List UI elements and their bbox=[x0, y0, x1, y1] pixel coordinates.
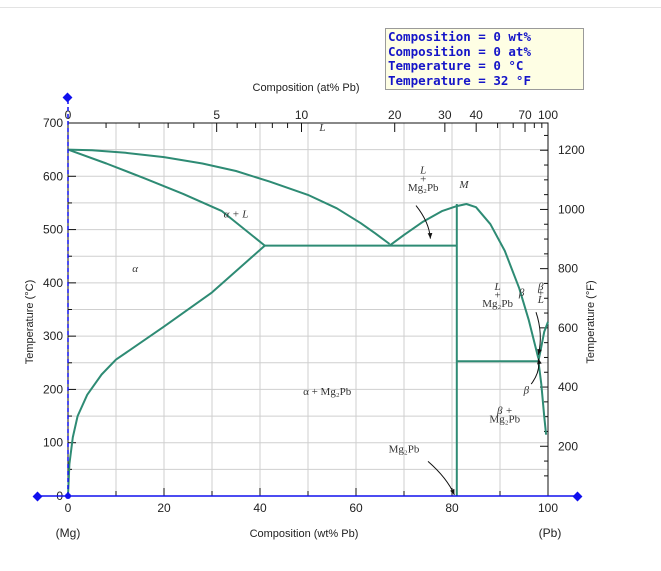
right-tick-label: 1000 bbox=[558, 202, 585, 216]
top-tick-label: 40 bbox=[469, 108, 483, 122]
phase-boundary-5 bbox=[389, 203, 540, 359]
x-tick-label: 0 bbox=[65, 501, 72, 515]
phase-boundary-3 bbox=[67, 244, 266, 497]
phase-label: L bbox=[419, 165, 426, 177]
phase-label: L bbox=[318, 122, 325, 134]
y-axis-title: Temperature (°C) bbox=[24, 280, 36, 364]
phase-label: + bbox=[420, 174, 426, 186]
arrow-head bbox=[537, 348, 542, 355]
right-tick-label: 200 bbox=[558, 439, 578, 453]
axis-ticks: 0204060801000100200300400500600700051020… bbox=[43, 108, 585, 515]
top-tick-label: 10 bbox=[295, 108, 309, 122]
y-axis-right-title: Temperature (°F) bbox=[585, 280, 597, 363]
phase-label: β bbox=[523, 385, 530, 397]
phase-label: L bbox=[494, 281, 501, 293]
phase-boundary-2 bbox=[67, 148, 266, 247]
readout-composition-wt: Composition = 0 wt% bbox=[388, 29, 531, 44]
phase-boundary-9 bbox=[537, 361, 548, 435]
phase-label: L bbox=[537, 294, 544, 306]
arrow-line bbox=[427, 460, 455, 496]
phase-label: + bbox=[538, 288, 544, 300]
left-end-label: (Mg) bbox=[56, 526, 81, 540]
x-tick-label: 100 bbox=[538, 501, 558, 515]
phase-label: Mg₂Pb bbox=[489, 413, 520, 425]
right-end-label: (Pb) bbox=[539, 526, 562, 540]
phase-label: β + bbox=[496, 405, 513, 417]
temperature-handle-left[interactable] bbox=[32, 491, 43, 502]
x-tick-label: 60 bbox=[349, 501, 363, 515]
y-tick-label: 200 bbox=[43, 382, 63, 396]
phase-boundary-8 bbox=[537, 321, 549, 362]
y-tick-label: 700 bbox=[43, 116, 63, 130]
right-tick-label: 400 bbox=[558, 380, 578, 394]
phase-label: α bbox=[132, 263, 138, 275]
top-tick-label: 100 bbox=[538, 108, 558, 122]
top-divider bbox=[0, 7, 661, 8]
composition-handle-top[interactable] bbox=[62, 92, 73, 103]
top-tick-label: 20 bbox=[388, 108, 402, 122]
top-tick-label: 5 bbox=[213, 108, 220, 122]
temperature-handle-right[interactable] bbox=[572, 491, 583, 502]
y-tick-label: 300 bbox=[43, 329, 63, 343]
phase-label: + bbox=[494, 289, 500, 301]
x-axis-title: Composition (wt% Pb) bbox=[250, 528, 359, 540]
phase-label: β bbox=[518, 287, 525, 299]
phase-label: Mg₂Pb bbox=[482, 298, 513, 310]
phase-label: M bbox=[458, 179, 469, 191]
right-tick-label: 600 bbox=[558, 321, 578, 335]
phase-label: Mg₂Pb bbox=[389, 443, 420, 455]
x-tick-label: 20 bbox=[157, 501, 171, 515]
readout-panel: Composition = 0 wt% Composition = 0 at% … bbox=[385, 28, 584, 90]
phase-boundary-1 bbox=[67, 148, 391, 245]
y-tick-label: 500 bbox=[43, 223, 63, 237]
phase-label: Mg₂Pb bbox=[408, 182, 439, 194]
top-tick-label: 30 bbox=[438, 108, 452, 122]
x-tick-label: 40 bbox=[253, 501, 267, 515]
arrow-head bbox=[537, 358, 542, 365]
right-tick-label: 800 bbox=[558, 262, 578, 276]
grid bbox=[68, 122, 548, 496]
x-axis-top-title: Composition (at% Pb) bbox=[253, 82, 360, 94]
right-tick-label: 1200 bbox=[558, 143, 585, 157]
readout-composition-at: Composition = 0 at% bbox=[388, 43, 531, 59]
phase-label: α + L bbox=[224, 208, 249, 220]
phase-boundaries bbox=[67, 148, 549, 497]
y-tick-label: 600 bbox=[43, 169, 63, 183]
readout-temperature-f: Temperature = 32 °F bbox=[388, 72, 531, 88]
phase-label: α + Mg₂Pb bbox=[303, 386, 352, 398]
x-tick-label: 80 bbox=[445, 501, 459, 515]
readout-temperature-c: Temperature = 0 °C bbox=[388, 58, 524, 74]
cursor-intersection-point[interactable] bbox=[65, 493, 71, 499]
annotation-arrows bbox=[415, 205, 542, 496]
y-tick-label: 400 bbox=[43, 276, 63, 290]
arrow-head bbox=[427, 232, 433, 239]
top-tick-label: 70 bbox=[518, 108, 532, 122]
arrow-head bbox=[450, 488, 455, 495]
y-tick-label: 100 bbox=[43, 436, 63, 450]
phase-label: β bbox=[537, 281, 544, 293]
